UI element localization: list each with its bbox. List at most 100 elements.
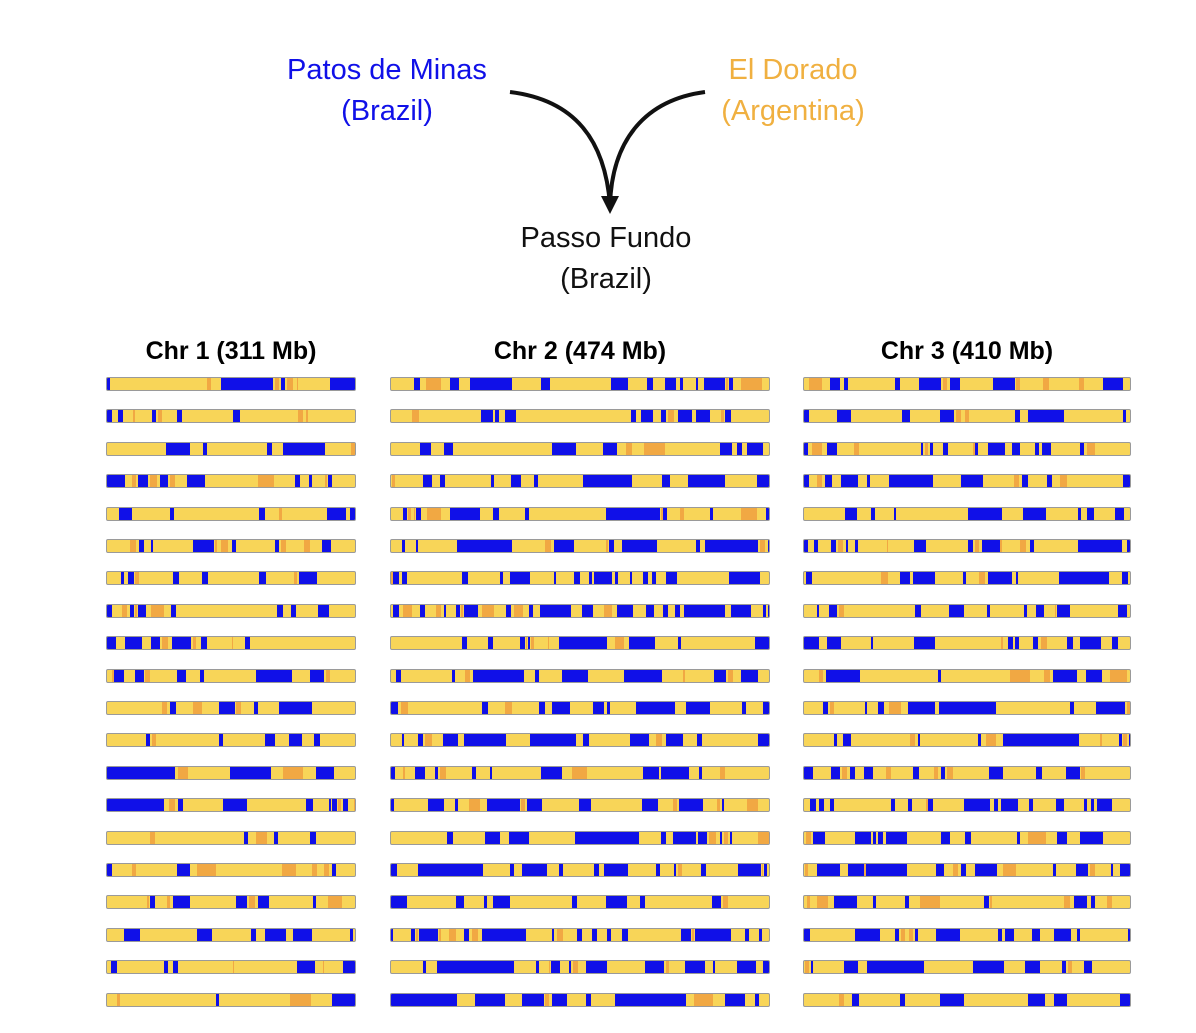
patos-de-minas-segment — [552, 443, 556, 455]
patos-de-minas-segment — [552, 929, 555, 941]
patos-de-minas-segment — [574, 572, 580, 584]
patos-de-minas-segment — [768, 605, 769, 617]
patos-de-minas-segment — [733, 605, 751, 617]
patos-de-minas-segment — [850, 767, 856, 779]
patos-de-minas-segment — [943, 443, 949, 455]
chr3-individual-row — [803, 669, 1131, 683]
parent1-name: Patos de Minas — [287, 54, 487, 86]
patos-de-minas-segment — [121, 767, 164, 779]
patos-de-minas-segment — [492, 799, 520, 811]
heterozygous-segment — [942, 378, 948, 390]
chr2-individual-row — [390, 766, 770, 780]
patos-de-minas-segment — [447, 832, 450, 844]
heterozygous-segment — [322, 961, 325, 973]
patos-de-minas-segment — [391, 799, 394, 811]
patos-de-minas-segment — [396, 605, 400, 617]
patos-de-minas-segment — [444, 443, 450, 455]
patos-de-minas-segment — [453, 378, 460, 390]
patos-de-minas-segment — [1122, 572, 1128, 584]
patos-de-minas-segment — [696, 734, 702, 746]
heterozygous-segment — [665, 961, 670, 973]
heterozygous-segment — [694, 994, 714, 1006]
heterozygous-segment — [274, 378, 279, 390]
patos-de-minas-segment — [250, 929, 256, 941]
patos-de-minas-segment — [756, 475, 760, 487]
patos-de-minas-segment — [327, 475, 333, 487]
patos-de-minas-segment — [231, 540, 236, 552]
patos-de-minas-segment — [427, 799, 444, 811]
patos-de-minas-segment — [294, 475, 301, 487]
patos-de-minas-segment — [759, 475, 769, 487]
heterozygous-segment — [465, 670, 471, 682]
heterozygous-segment — [741, 378, 762, 390]
heterozygous-segment — [327, 896, 342, 908]
patos-de-minas-segment — [804, 637, 820, 649]
patos-de-minas-segment — [1065, 767, 1080, 779]
heterozygous-segment — [426, 378, 442, 390]
heterozygous-segment — [722, 896, 728, 908]
patos-de-minas-segment — [1076, 864, 1082, 876]
patos-de-minas-segment — [1128, 475, 1130, 487]
heterozygous-segment — [145, 670, 150, 682]
patos-de-minas-segment — [602, 443, 618, 455]
heterozygous-segment — [1086, 443, 1096, 455]
patos-de-minas-segment — [913, 637, 936, 649]
patos-de-minas-segment — [521, 864, 528, 876]
heterozygous-segment — [338, 799, 342, 811]
chr3-individual-row — [803, 863, 1131, 877]
patos-de-minas-segment — [1077, 896, 1087, 908]
patos-de-minas-segment — [308, 475, 312, 487]
patos-de-minas-segment — [766, 508, 769, 520]
patos-de-minas-segment — [688, 475, 693, 487]
patos-de-minas-segment — [554, 540, 575, 552]
patos-de-minas-segment — [684, 605, 726, 617]
heterozygous-segment — [426, 508, 442, 520]
patos-de-minas-segment — [757, 734, 769, 746]
patos-de-minas-segment — [315, 767, 334, 779]
heterozygous-segment — [325, 670, 330, 682]
patos-de-minas-segment — [618, 378, 624, 390]
patos-de-minas-segment — [326, 508, 346, 520]
patos-de-minas-segment — [754, 637, 769, 649]
heterozygous-segment — [727, 670, 733, 682]
patos-de-minas-segment — [846, 734, 852, 746]
patos-de-minas-segment — [1045, 443, 1052, 455]
patos-de-minas-segment — [464, 929, 470, 941]
chr1-individual-row — [106, 507, 356, 521]
heterozygous-segment — [812, 443, 822, 455]
patos-de-minas-segment — [759, 929, 762, 941]
patos-de-minas-segment — [586, 994, 592, 1006]
heterozygous-segment — [149, 832, 156, 844]
patos-de-minas-segment — [981, 540, 1000, 552]
heterozygous-segment — [324, 475, 327, 487]
patos-de-minas-segment — [609, 540, 615, 552]
patos-de-minas-segment — [451, 670, 456, 682]
patos-de-minas-segment — [463, 734, 506, 746]
chr3-individual-row — [803, 604, 1131, 618]
heterozygous-segment — [460, 605, 463, 617]
patos-de-minas-segment — [331, 864, 337, 876]
parent1-country: (Brazil) — [341, 95, 433, 127]
patos-de-minas-segment — [349, 929, 354, 941]
patos-de-minas-segment — [1061, 605, 1070, 617]
patos-de-minas-segment — [1091, 896, 1095, 908]
patos-de-minas-segment — [540, 378, 550, 390]
patos-de-minas-segment — [495, 410, 500, 422]
patos-de-minas-segment — [569, 670, 572, 682]
chr3-individual-row — [803, 733, 1131, 747]
heterozygous-segment — [408, 508, 412, 520]
patos-de-minas-segment — [571, 670, 581, 682]
patos-de-minas-segment — [182, 670, 187, 682]
patos-de-minas-segment — [422, 475, 428, 487]
patos-de-minas-segment — [416, 508, 421, 520]
patos-de-minas-segment — [297, 961, 302, 973]
heterozygous-segment — [1043, 378, 1050, 390]
patos-de-minas-segment — [893, 508, 897, 520]
patos-de-minas-segment — [257, 896, 270, 908]
patos-de-minas-segment — [686, 702, 706, 714]
patos-de-minas-segment — [1112, 702, 1125, 714]
chr1-individual-row — [106, 604, 356, 618]
patos-de-minas-segment — [1001, 799, 1013, 811]
chr1-individual-row — [106, 571, 356, 585]
patos-de-minas-segment — [450, 508, 455, 520]
